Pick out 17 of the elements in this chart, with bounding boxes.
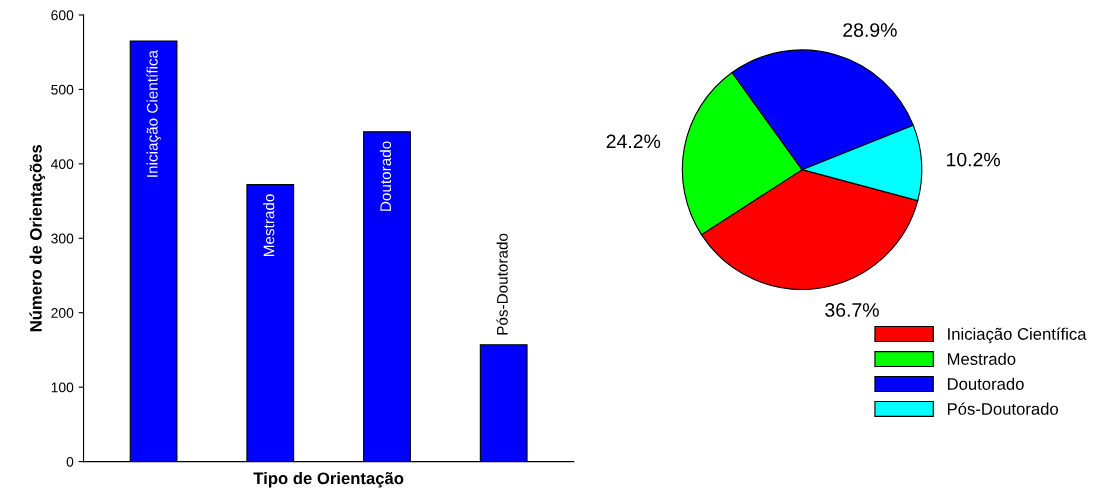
y-tick-label: 300 [51,233,74,244]
y-tick-label: 500 [51,84,74,95]
y-tick-label: 0 [66,456,74,467]
legend-label: Pós-Doutorado [947,402,1058,415]
legend-label: Mestrado [947,352,1016,365]
y-tick-label: 200 [51,308,74,318]
data-label: 10.2% [947,152,1000,167]
data-label: 28.9% [843,23,897,37]
y-tick-label: 100 [51,382,74,393]
data-label: 24.2% [606,134,661,149]
legend-label: Doutorado [947,377,1024,390]
y-axis-title: Número de Orientações [29,144,46,332]
data-label: 36.7% [825,303,879,317]
y-tick-label: 400 [50,159,74,170]
y-tick-label: 600 [51,10,74,21]
legend-label: Iniciação Científica [948,327,1087,344]
x-axis-title: Tipo de Orientação [253,471,404,488]
